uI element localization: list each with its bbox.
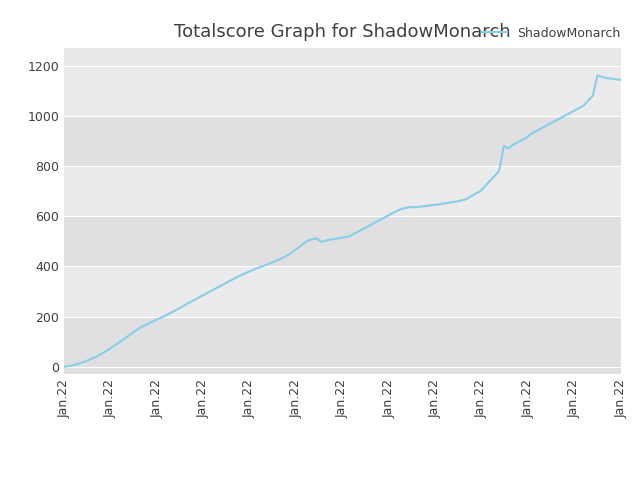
ShadowMonarch [369,221,377,227]
ShadowMonarch [177,304,185,310]
Line: ShadowMonarch: ShadowMonarch [64,76,621,367]
Bar [64,166,621,216]
Bar [64,317,621,367]
Bar [64,66,621,116]
Bar [64,367,621,374]
ShadowMonarch [444,200,451,206]
ShadowMonarch [603,75,611,81]
Bar [64,216,621,266]
Legend: ShadowMonarch: ShadowMonarch [477,22,625,45]
ShadowMonarch [60,364,68,370]
ShadowMonarch [210,287,218,292]
Bar [64,266,621,317]
ShadowMonarch [500,143,508,149]
Title: Totalscore Graph for ShadowMonarch: Totalscore Graph for ShadowMonarch [174,23,511,41]
Bar [64,116,621,166]
ShadowMonarch [617,77,625,83]
ShadowMonarch [593,73,601,79]
